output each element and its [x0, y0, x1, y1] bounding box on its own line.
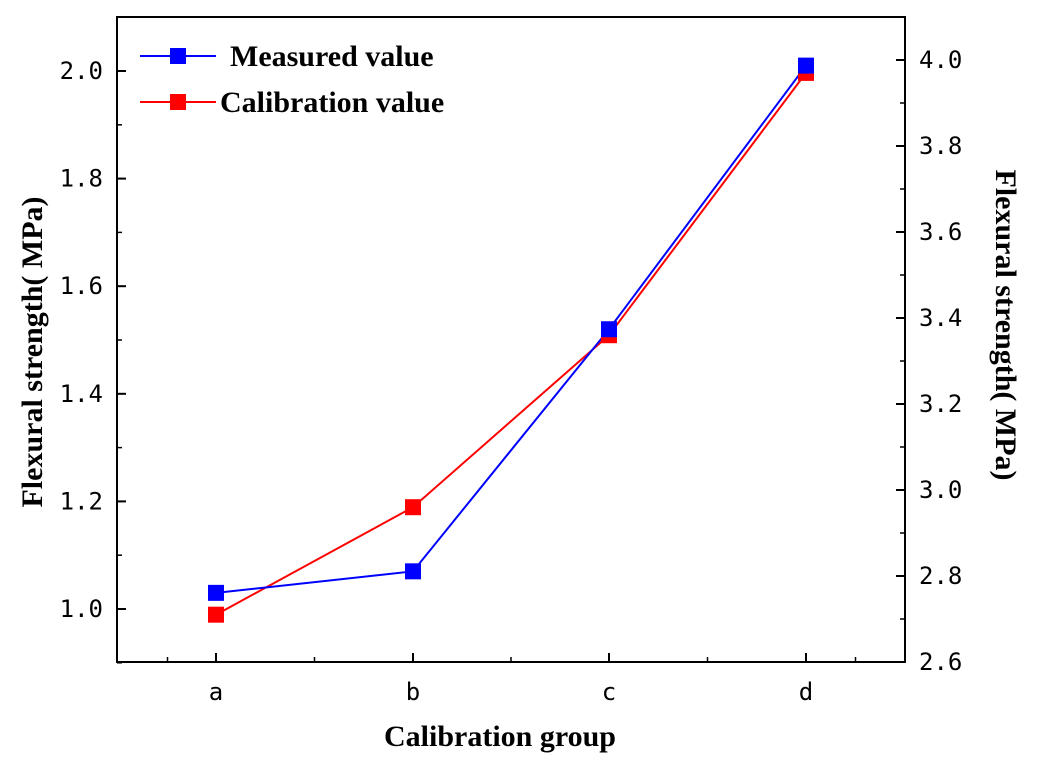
left-y-tick-label: 1.4 — [60, 380, 103, 408]
data-point-measured-d — [798, 57, 814, 74]
left-y-tick-label: 1.8 — [60, 165, 103, 193]
left-y-tick-label: 2.0 — [60, 57, 103, 85]
data-point-calibration-a — [208, 606, 224, 623]
right-y-tick-label: 3.2 — [919, 390, 962, 418]
data-point-calibration-b — [405, 499, 421, 516]
legend-marker-calibration — [170, 94, 186, 110]
x-tick-label: a — [209, 678, 223, 706]
legend: Measured value Calibration value — [140, 40, 444, 119]
data-point-measured-a — [208, 584, 224, 601]
left-y-tick-label: 1.6 — [60, 272, 103, 300]
left-y-tick-label: 1.2 — [60, 487, 103, 515]
x-tick-label: b — [406, 678, 420, 706]
right-y-tick-label: 3.6 — [919, 218, 962, 246]
left-y-tick-label: 1.0 — [60, 595, 103, 623]
x-tick-label: d — [799, 678, 813, 706]
legend-marker-measured — [170, 48, 186, 64]
y-axis-title-left: Flexural strength( MPa) — [16, 196, 49, 507]
right-y-tick-label: 4.0 — [919, 46, 962, 74]
axes: 1.0 1.2 1.4 1.6 1.8 2.0 2.6 2.8 3.0 3.2 3.4 3.6 3.8 4… — [60, 16, 962, 706]
x-tick-label: c — [602, 678, 616, 706]
legend-label-calibration: Calibration value — [220, 86, 444, 119]
data-point-measured-b — [405, 563, 421, 580]
data-point-measured-c — [601, 321, 617, 338]
right-y-tick-label: 3.8 — [919, 132, 962, 160]
right-y-tick-label: 2.8 — [919, 562, 962, 590]
series-layer — [208, 57, 814, 623]
right-y-tick-label: 2.6 — [919, 648, 962, 676]
series-line-measured — [215, 65, 807, 594]
right-y-tick-label: 3.0 — [919, 476, 962, 504]
legend-label-measured: Measured value — [230, 40, 434, 73]
x-axis-title: Calibration group — [384, 720, 616, 753]
y-axis-title-right: Flexural strength( MPa) — [989, 169, 1022, 480]
series-line-calibration — [215, 72, 807, 616]
right-y-tick-label: 3.4 — [919, 304, 962, 332]
